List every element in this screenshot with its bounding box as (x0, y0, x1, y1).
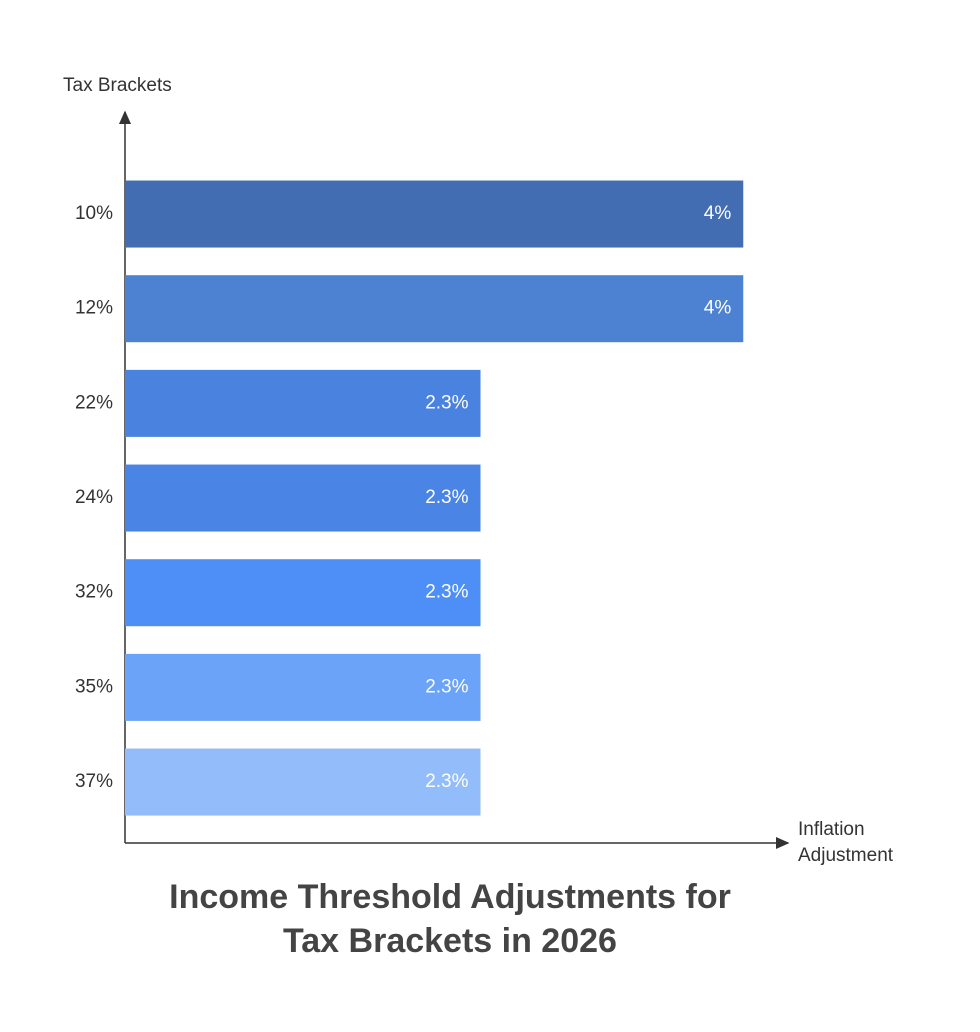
bar (125, 748, 481, 816)
value-label: 2.3% (425, 676, 468, 697)
bar (125, 559, 481, 627)
bar (125, 275, 744, 343)
y-tick-label: 35% (75, 676, 113, 697)
y-tick-label: 24% (75, 487, 113, 508)
value-label: 4% (704, 203, 732, 224)
value-label: 4% (704, 298, 732, 319)
y-tick-label: 10% (75, 203, 113, 224)
bar (125, 180, 744, 248)
chart-title: Tax Brackets in 2026 (283, 922, 617, 960)
value-label: 2.3% (425, 582, 468, 603)
bar (125, 464, 481, 532)
y-tick-label: 32% (75, 582, 113, 603)
value-label: 2.3% (425, 771, 468, 792)
chart-title: Income Threshold Adjustments for (169, 878, 731, 916)
y-tick-label: 12% (75, 298, 113, 319)
value-label: 2.3% (425, 487, 468, 508)
x-axis-label: Inflation (798, 819, 865, 840)
y-tick-label: 37% (75, 771, 113, 792)
y-tick-label: 22% (75, 392, 113, 413)
value-label: 2.3% (425, 392, 468, 413)
y-axis-label: Tax Brackets (63, 75, 172, 96)
x-axis-label: Adjustment (798, 845, 894, 866)
bar (125, 653, 481, 721)
bar (125, 369, 481, 437)
